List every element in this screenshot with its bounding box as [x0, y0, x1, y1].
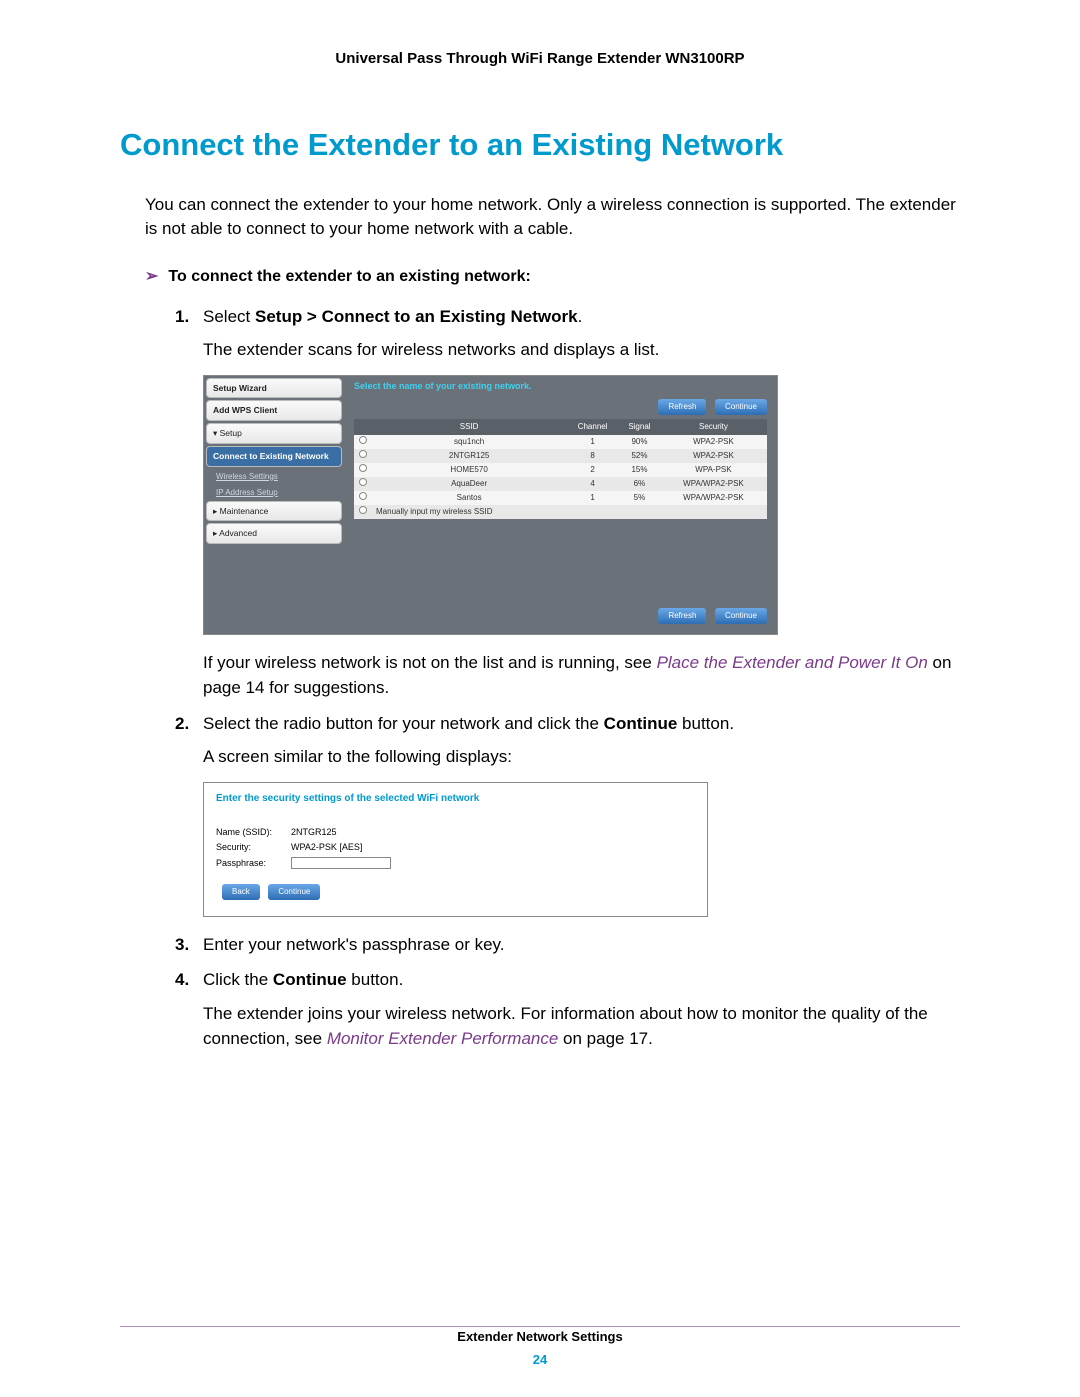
passphrase-input[interactable] — [291, 857, 391, 869]
sidebar-setup[interactable]: ▾ Setup — [206, 423, 342, 444]
ss1-sidebar: Setup Wizard Add WPS Client ▾ Setup Conn… — [204, 376, 344, 634]
step-2: Select the radio button for your network… — [175, 711, 960, 917]
col-security: Security — [660, 419, 767, 435]
refresh-button-bottom[interactable]: Refresh — [658, 608, 706, 624]
continue-button-ss2[interactable]: Continue — [268, 884, 320, 900]
table-row[interactable]: squ1nch 1 90% WPA2-PSK — [354, 435, 767, 449]
table-row[interactable]: AquaDeer 4 6% WPA/WPA2-PSK — [354, 477, 767, 491]
continue-button-bottom[interactable]: Continue — [715, 608, 767, 624]
step1-prefix: Select — [203, 307, 255, 326]
col-channel: Channel — [566, 419, 619, 435]
intro-text: You can connect the extender to your hom… — [145, 193, 960, 241]
screenshot-security-settings: Enter the security settings of the selec… — [203, 782, 708, 917]
step1-after: If your wireless network is not on the l… — [203, 650, 960, 701]
radio-icon[interactable] — [359, 492, 367, 500]
sidebar-advanced[interactable]: ▸ Advanced — [206, 523, 342, 544]
ss2-sec-label: Security: — [216, 841, 291, 855]
doc-header: Universal Pass Through WiFi Range Extend… — [120, 50, 960, 67]
step4-desc: The extender joins your wireless network… — [203, 1001, 960, 1052]
procedure-title: To connect the extender to an existing n… — [145, 266, 960, 286]
sidebar-wireless-settings[interactable]: Wireless Settings — [206, 469, 342, 485]
radio-icon[interactable] — [359, 506, 367, 514]
ss1-main: Select the name of your existing network… — [344, 376, 777, 634]
network-table: SSID Channel Signal Security squ1nch 1 9… — [354, 419, 767, 519]
page-number: 24 — [0, 1352, 1080, 1367]
ss2-pass-label: Passphrase: — [216, 857, 291, 871]
step1-suffix: . — [578, 307, 583, 326]
back-button[interactable]: Back — [222, 884, 260, 900]
col-ssid: SSID — [372, 419, 566, 435]
step-1: Select Setup > Connect to an Existing Ne… — [175, 304, 960, 701]
step1-bold: Setup > Connect to an Existing Network — [255, 307, 578, 326]
ss1-instruction: Select the name of your existing network… — [354, 380, 767, 394]
footer-divider — [120, 1326, 960, 1327]
footer: Extender Network Settings 24 — [0, 1329, 1080, 1367]
sidebar-ip-setup[interactable]: IP Address Setup — [206, 485, 342, 501]
table-row[interactable]: Santos 1 5% WPA/WPA2-PSK — [354, 491, 767, 505]
sidebar-setup-wizard[interactable]: Setup Wizard — [206, 378, 342, 399]
radio-icon[interactable] — [359, 464, 367, 472]
step-3: Enter your network's passphrase or key. — [175, 932, 960, 958]
step2-desc: A screen similar to the following displa… — [203, 744, 960, 770]
col-signal: Signal — [619, 419, 660, 435]
ss2-name-val: 2NTGR125 — [291, 827, 337, 837]
main-heading: Connect the Extender to an Existing Netw… — [120, 127, 960, 163]
refresh-button-top[interactable]: Refresh — [658, 399, 706, 415]
radio-icon[interactable] — [359, 450, 367, 458]
radio-icon[interactable] — [359, 478, 367, 486]
link-monitor-performance[interactable]: Monitor Extender Performance — [327, 1029, 559, 1048]
table-row[interactable]: HOME570 2 15% WPA-PSK — [354, 463, 767, 477]
ss2-name-label: Name (SSID): — [216, 826, 291, 840]
link-place-extender[interactable]: Place the Extender and Power It On — [657, 653, 928, 672]
sidebar-connect-existing[interactable]: Connect to Existing Network — [206, 446, 342, 467]
table-row-manual[interactable]: Manually input my wireless SSID — [354, 505, 767, 519]
ss2-sec-val: WPA2-PSK [AES] — [291, 842, 362, 852]
sidebar-add-wps[interactable]: Add WPS Client — [206, 400, 342, 421]
radio-icon[interactable] — [359, 436, 367, 444]
sidebar-maintenance[interactable]: ▸ Maintenance — [206, 501, 342, 522]
footer-title: Extender Network Settings — [0, 1329, 1080, 1344]
screenshot-network-list: Setup Wizard Add WPS Client ▾ Setup Conn… — [203, 375, 778, 635]
step1-desc: The extender scans for wireless networks… — [203, 337, 960, 363]
ss2-title: Enter the security settings of the selec… — [216, 791, 695, 806]
continue-button-top[interactable]: Continue — [715, 399, 767, 415]
step-4: Click the Continue button. The extender … — [175, 967, 960, 1052]
table-row[interactable]: 2NTGR125 8 52% WPA2-PSK — [354, 449, 767, 463]
